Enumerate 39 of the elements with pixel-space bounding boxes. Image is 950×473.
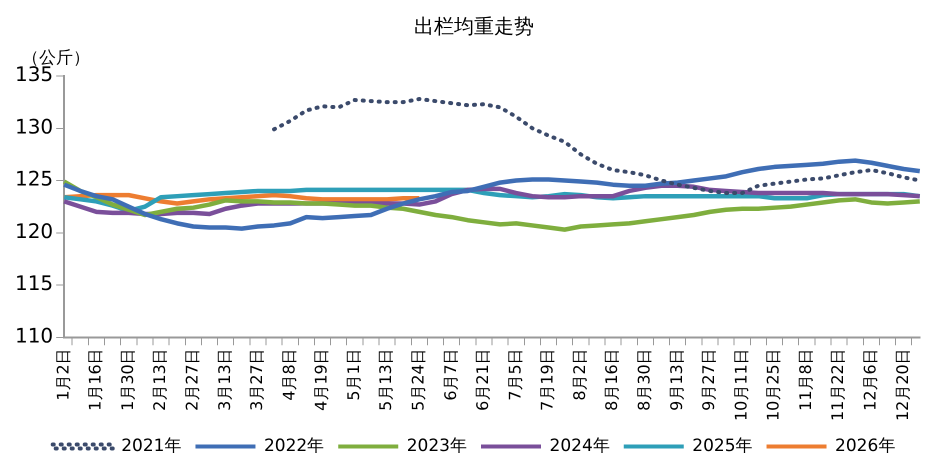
x-tick-label: 9月27日 xyxy=(699,348,718,411)
legend-label: 2025年 xyxy=(692,436,753,456)
x-tick-label: 2月13日 xyxy=(150,348,170,411)
y-tick-label: 120 xyxy=(14,218,54,243)
x-tick-label: 12月20日 xyxy=(892,348,912,421)
x-tick-label: 4月19日 xyxy=(312,348,331,411)
x-tick-label: 1月2日 xyxy=(53,348,72,401)
legend-label: 2023年 xyxy=(406,436,467,456)
x-tick-label: 11月22日 xyxy=(828,348,848,421)
y-tick-label: 130 xyxy=(14,114,54,138)
x-tick-label: 3月27日 xyxy=(247,348,266,411)
legend-label: 2021年 xyxy=(121,436,182,456)
legend-label: 2022年 xyxy=(264,436,324,456)
x-tick-label: 8月30日 xyxy=(634,348,654,411)
y-tick-label: 125 xyxy=(14,166,54,191)
legend-label: 2024年 xyxy=(550,436,610,456)
x-tick-label: 6月7日 xyxy=(440,348,460,401)
x-tick-label: 7月19日 xyxy=(538,348,557,411)
x-tick-label: 8月16日 xyxy=(602,348,622,411)
x-tick-label: 8月2日 xyxy=(570,348,589,401)
x-tick-label: 1月16日 xyxy=(86,348,105,411)
x-tick-label: 3月13日 xyxy=(214,348,234,411)
x-tick-label: 10月25日 xyxy=(764,348,783,421)
x-tick-label: 5月24日 xyxy=(408,348,428,411)
y-tick-label: 115 xyxy=(14,271,54,296)
legend-label: 2026年 xyxy=(835,436,896,456)
x-tick-label: 9月13日 xyxy=(666,348,686,411)
x-tick-label: 4月8日 xyxy=(279,348,298,401)
x-tick-label: 5月13日 xyxy=(376,348,396,411)
x-tick-label: 10月11日 xyxy=(731,348,750,421)
chart-title: 出栏均重走势 xyxy=(414,14,534,38)
x-tick-label: 5月1日 xyxy=(344,348,363,401)
x-tick-label: 6月21日 xyxy=(473,348,492,411)
x-tick-label: 11月8日 xyxy=(796,348,815,411)
y-tick-label: 110 xyxy=(14,323,54,348)
x-tick-label: 2月27日 xyxy=(182,348,202,411)
x-tick-label: 1月30日 xyxy=(118,348,137,411)
x-tick-label: 7月5日 xyxy=(505,348,524,401)
x-tick-label: 12月6日 xyxy=(860,348,880,411)
